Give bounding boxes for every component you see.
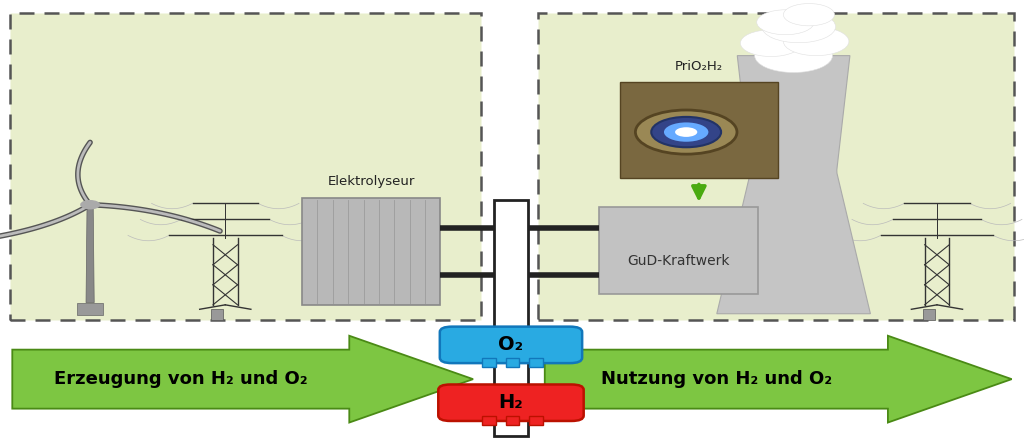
- FancyBboxPatch shape: [10, 13, 481, 320]
- Circle shape: [675, 127, 697, 137]
- Circle shape: [664, 122, 709, 142]
- FancyBboxPatch shape: [482, 358, 496, 367]
- FancyBboxPatch shape: [440, 327, 582, 363]
- FancyBboxPatch shape: [529, 358, 543, 367]
- Text: Erzeugung von H₂ und O₂: Erzeugung von H₂ und O₂: [54, 370, 307, 388]
- Circle shape: [755, 39, 833, 73]
- Text: O₂: O₂: [499, 336, 523, 354]
- FancyBboxPatch shape: [538, 13, 1014, 320]
- Text: PriO₂H₂: PriO₂H₂: [675, 61, 723, 73]
- FancyBboxPatch shape: [506, 358, 519, 367]
- FancyBboxPatch shape: [482, 416, 496, 425]
- FancyBboxPatch shape: [494, 200, 528, 436]
- FancyBboxPatch shape: [438, 384, 584, 421]
- FancyBboxPatch shape: [620, 82, 778, 178]
- Circle shape: [783, 4, 835, 26]
- Text: Nutzung von H₂ und O₂: Nutzung von H₂ und O₂: [601, 370, 831, 388]
- FancyBboxPatch shape: [77, 303, 103, 315]
- FancyBboxPatch shape: [923, 309, 935, 320]
- Text: GuD-Kraftwerk: GuD-Kraftwerk: [627, 254, 730, 268]
- FancyBboxPatch shape: [506, 416, 519, 425]
- FancyBboxPatch shape: [302, 198, 440, 305]
- Circle shape: [740, 30, 802, 57]
- Circle shape: [651, 117, 721, 147]
- Polygon shape: [12, 336, 473, 423]
- Circle shape: [81, 201, 99, 209]
- FancyBboxPatch shape: [599, 207, 758, 294]
- Polygon shape: [86, 205, 94, 303]
- Polygon shape: [545, 336, 1012, 423]
- FancyBboxPatch shape: [529, 416, 543, 425]
- Circle shape: [635, 110, 737, 154]
- Circle shape: [783, 27, 849, 56]
- Polygon shape: [717, 56, 870, 314]
- Circle shape: [762, 11, 836, 43]
- Text: H₂: H₂: [499, 393, 523, 412]
- Circle shape: [757, 10, 814, 35]
- Text: Elektrolyseur: Elektrolyseur: [328, 175, 415, 188]
- FancyBboxPatch shape: [211, 309, 223, 320]
